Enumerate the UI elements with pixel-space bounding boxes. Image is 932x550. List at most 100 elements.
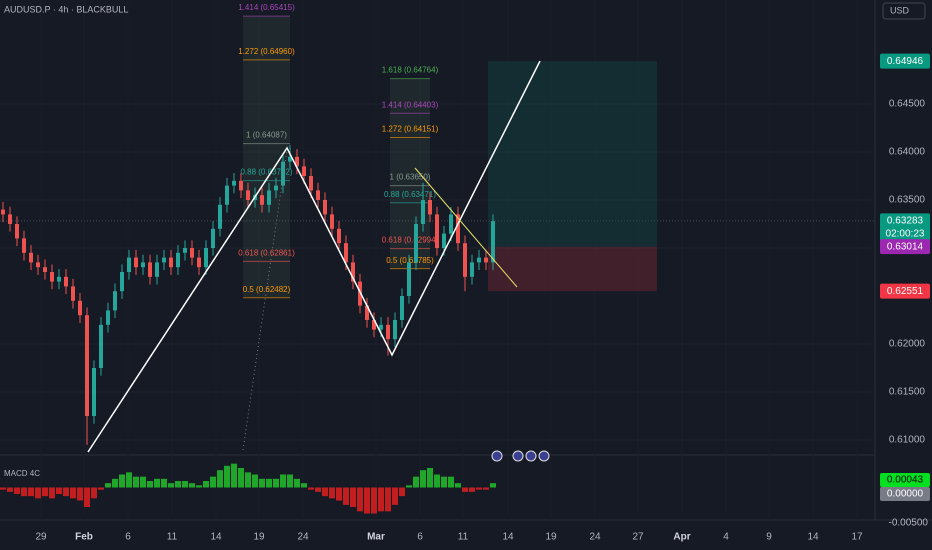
candle-body	[64, 276, 68, 287]
candle-body	[379, 324, 383, 330]
price-tag-label: 0.64946	[887, 56, 924, 67]
candle-body	[407, 262, 411, 297]
fib-label: 0.618 (0.62861)	[238, 248, 295, 257]
macd-bar	[476, 487, 482, 490]
candle-body	[155, 262, 159, 277]
macd-bar	[119, 474, 125, 488]
currency-button[interactable]	[882, 2, 926, 20]
x-tick-label: 14	[807, 532, 819, 543]
macd-bar	[406, 485, 412, 488]
macd-bar	[203, 481, 209, 488]
macd-bar	[448, 476, 454, 488]
candle-body	[449, 214, 453, 234]
candle-body	[78, 300, 82, 316]
x-tick-label: 24	[589, 532, 601, 543]
axes: 0.645000.640000.635000.630000.620000.615…	[35, 53, 930, 543]
candles	[1, 145, 495, 445]
fib-label: 1.618 (0.64764)	[382, 66, 439, 75]
macd-bar	[392, 487, 398, 505]
x-tick-label: 24	[297, 532, 309, 543]
y-tick-label: 0.61000	[889, 435, 926, 446]
price-tag-timer: 02:00:23	[886, 228, 925, 239]
macd-bar	[49, 487, 55, 499]
macd-bar	[98, 487, 104, 490]
fib-box	[390, 78, 430, 269]
macd-bar	[399, 487, 405, 497]
macd-bar	[490, 483, 496, 488]
fib-label: 0.618 (0.62994)	[382, 236, 439, 245]
macd-bar	[168, 483, 174, 488]
macd-bar	[154, 478, 160, 488]
macd-bar	[420, 470, 426, 488]
fib-box	[243, 16, 290, 298]
x-tick-label: Feb	[75, 532, 93, 543]
x-tick-label: Apr	[673, 532, 690, 543]
y-tick-label: 0.62000	[889, 339, 926, 350]
macd-bar	[175, 481, 181, 488]
candle-body	[267, 190, 271, 205]
event-icon[interactable]	[491, 450, 503, 462]
profit-zone	[488, 61, 657, 247]
macd-bar	[322, 487, 328, 497]
macd-bar	[7, 487, 13, 492]
candle-body	[477, 257, 481, 263]
x-tick-label: 11	[167, 532, 178, 543]
candle-body	[414, 223, 418, 263]
macd-bar	[0, 487, 6, 490]
candle-body	[36, 262, 40, 268]
candle-body	[400, 296, 404, 321]
macd-bar	[455, 483, 461, 488]
macd-bar	[266, 478, 272, 488]
macd-bar	[91, 487, 97, 499]
candle-body	[372, 320, 376, 330]
macd-bar	[259, 478, 265, 488]
event-icon[interactable]	[525, 450, 537, 462]
macd-bar	[210, 476, 216, 488]
candle-body	[288, 156, 292, 162]
macd-bar	[371, 487, 377, 514]
macd-bar	[112, 478, 118, 488]
candle-body	[113, 291, 117, 311]
candle-body	[435, 214, 439, 249]
event-icon[interactable]	[512, 450, 524, 462]
x-tick-label: 27	[632, 532, 644, 543]
candle-body	[316, 190, 320, 200]
candle-body	[365, 305, 369, 321]
x-tick-label: 19	[253, 532, 265, 543]
x-tick-label: 6	[417, 532, 423, 543]
macd-bar	[189, 483, 195, 488]
macd-bar	[231, 463, 237, 488]
fib-label: 0.88 (0.63471)	[384, 190, 436, 199]
x-tick-label: 17	[851, 532, 863, 543]
candle-body	[456, 214, 460, 244]
candle-body	[281, 161, 285, 186]
event-icon[interactable]	[538, 450, 550, 462]
price-tag	[880, 283, 930, 299]
macd-bar	[70, 487, 76, 499]
candle-body	[386, 324, 390, 340]
candle-body	[225, 185, 229, 205]
candle-body	[295, 156, 299, 167]
macd-bar	[350, 487, 356, 507]
candle-body	[393, 320, 397, 340]
macd-bar	[469, 487, 475, 492]
macd-bottom-label: -0.00500	[889, 518, 929, 529]
candle-body	[204, 248, 208, 268]
trend-lines	[87, 60, 541, 453]
candle-body	[323, 199, 327, 215]
candle-body	[302, 166, 306, 176]
macd-bar	[280, 474, 286, 488]
candle-body	[1, 209, 5, 215]
candle-body	[421, 199, 425, 224]
candle-body	[309, 175, 313, 191]
candle-body	[71, 286, 75, 301]
y-tick-label: 0.63500	[889, 195, 926, 206]
macd-bar	[42, 487, 48, 497]
candle-body	[134, 257, 138, 268]
macd-bar	[343, 487, 349, 505]
fib-label: 1.272 (0.64151)	[382, 125, 439, 134]
candle-body	[330, 214, 334, 229]
macd-bar	[385, 487, 391, 512]
x-tick-label: 14	[210, 532, 222, 543]
x-tick-label: 9	[766, 532, 772, 543]
